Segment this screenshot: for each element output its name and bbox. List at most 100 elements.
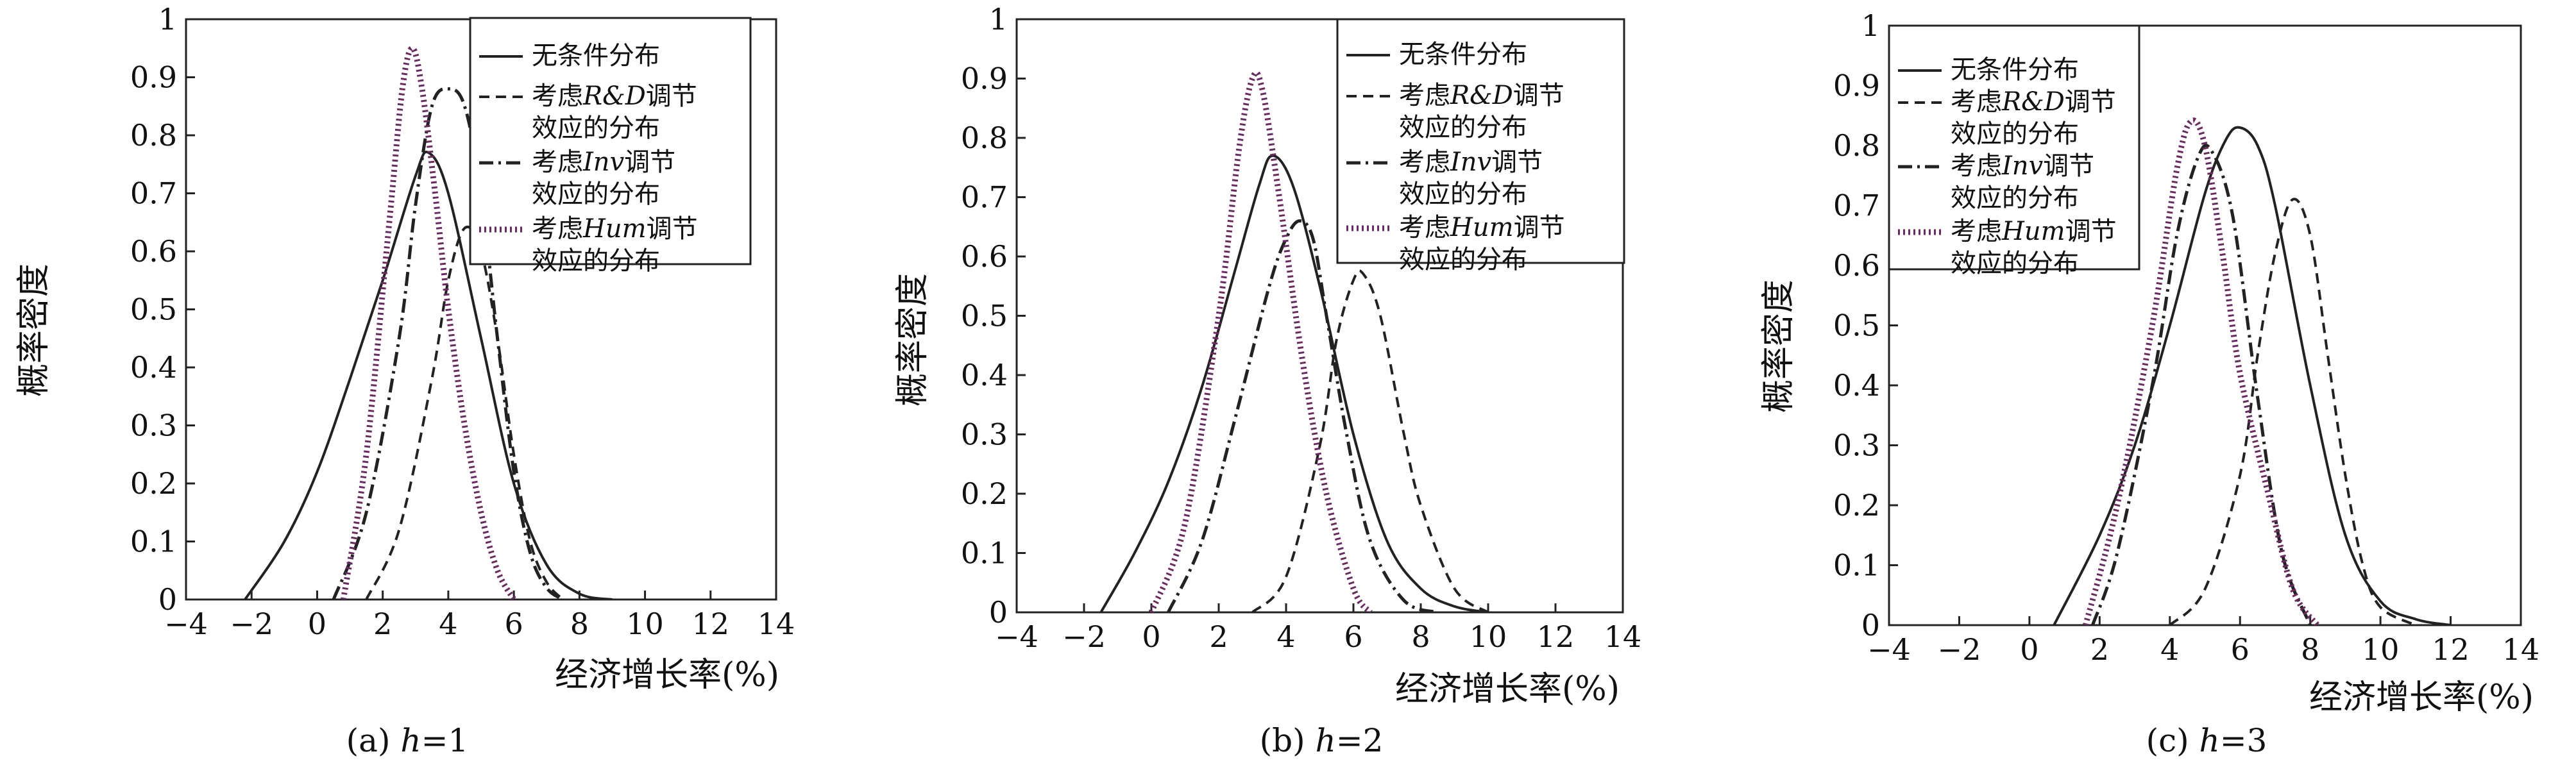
caption-prefix: (b) xyxy=(1260,722,1316,759)
y-tick-label: 0.4 xyxy=(130,350,177,385)
series-line-3 xyxy=(332,87,564,600)
chart-panel-c: 概率密度 经济增长率(%) (c) h=3 0 0.1 0.2 0.3 0.4 0.5 0.… xyxy=(1759,8,2539,759)
x-tick-label: 12 xyxy=(2432,632,2470,667)
legend-label-var: R&D xyxy=(582,81,646,111)
legend-label: 考虑Hum调节 xyxy=(1951,217,2117,246)
legend-label-part: 调节 xyxy=(647,214,698,244)
y-tick-label: 0.8 xyxy=(130,118,177,153)
legend-label-var: R&D xyxy=(1450,81,1513,110)
y-tick-label: 0.9 xyxy=(130,60,177,95)
x-axis-title: 经济增长率(%) xyxy=(555,656,779,694)
legend-label: 无条件分布 xyxy=(1951,55,2079,85)
y-tick-label: 0.6 xyxy=(961,239,1008,274)
x-tick-label: 2 xyxy=(373,607,392,641)
legend-label-line2: 效应的分布 xyxy=(532,113,660,143)
legend: 无条件分布考虑R&D调节效应的分布考虑Inv调节效应的分布考虑Hum调节效应的分… xyxy=(469,17,752,276)
series-line-2 xyxy=(2169,197,2416,625)
legend-label-part: 考虑 xyxy=(532,81,583,111)
y-tick-label: 0.2 xyxy=(961,476,1008,511)
x-tick-label: 14 xyxy=(2502,632,2540,667)
legend-frame xyxy=(1336,18,1625,264)
series-line-1 xyxy=(2053,126,2451,625)
legend-frame xyxy=(469,17,752,265)
x-tick-label: −2 xyxy=(1062,619,1106,654)
y-axis-title: 概率密度 xyxy=(15,264,53,397)
y-tick-label: 1 xyxy=(1861,8,1880,43)
legend-label-part: 考虑 xyxy=(1399,81,1450,110)
series-line-2 xyxy=(365,226,564,600)
legend-label: 考虑Inv调节 xyxy=(532,147,675,177)
legend-label-part: 考虑 xyxy=(532,214,583,244)
legend-label-var: Hum xyxy=(582,214,647,244)
x-tick-label: 6 xyxy=(2231,632,2250,667)
legend-label-line2: 效应的分布 xyxy=(532,246,660,276)
x-tick-label: −4 xyxy=(164,607,208,641)
y-tick-label: 0.3 xyxy=(130,408,177,443)
y-tick-label: 1 xyxy=(989,2,1008,37)
y-tick-label: 0.4 xyxy=(961,358,1008,392)
y-tick-label: 0.3 xyxy=(1833,428,1880,463)
y-tick-label: 0.8 xyxy=(961,121,1008,155)
legend-label: 考虑Inv调节 xyxy=(1951,151,2094,181)
x-tick-label: 10 xyxy=(2362,632,2400,667)
panel-caption: (b) h=2 xyxy=(1260,722,1384,759)
x-tick-label: 6 xyxy=(1344,619,1362,654)
legend-label-line2: 效应的分布 xyxy=(1399,245,1527,274)
y-tick-label: 0.9 xyxy=(1833,69,1880,103)
y-tick-label: 0.5 xyxy=(130,292,177,327)
caption-variable: h xyxy=(2199,722,2220,759)
x-tick-label: 10 xyxy=(1470,619,1507,654)
legend-label: 考虑Hum调节 xyxy=(1399,213,1565,242)
x-tick-label: −4 xyxy=(995,619,1038,654)
legend-label-part: 调节 xyxy=(646,81,697,111)
legend-label-part: 考虑 xyxy=(1399,147,1450,177)
x-tick-label: 14 xyxy=(1604,619,1642,654)
series-group xyxy=(1099,69,1489,612)
x-tick-label: −4 xyxy=(1867,632,1911,667)
legend-label-part: 考虑 xyxy=(532,147,583,177)
x-tick-label: 8 xyxy=(1411,619,1430,654)
legend-label-line2: 效应的分布 xyxy=(1951,249,2079,278)
y-tick-label: 0.5 xyxy=(1833,308,1880,343)
y-tick-label: 0.6 xyxy=(130,234,177,269)
series-line-4 xyxy=(1148,69,1373,612)
legend-label-part: 考虑 xyxy=(1951,87,2002,117)
x-axis-title: 经济增长率(%) xyxy=(1395,670,1620,709)
legend-label-line2: 效应的分布 xyxy=(1951,119,2079,149)
caption-prefix: (a) xyxy=(346,722,401,759)
legend-label-part: 考虑 xyxy=(1951,217,2002,246)
y-axis-title: 概率密度 xyxy=(894,273,932,407)
x-tick-label: 12 xyxy=(692,607,730,641)
legend-label-line2: 效应的分布 xyxy=(532,180,660,209)
legend-label-part: 调节 xyxy=(2065,217,2117,246)
x-tick-label: 0 xyxy=(1142,619,1160,654)
x-tick-label: 10 xyxy=(626,607,664,641)
legend-label-part: 调节 xyxy=(2065,87,2116,117)
legend-label-part: 调节 xyxy=(1514,213,1565,242)
y-tick-label: 0.1 xyxy=(961,536,1008,571)
y-tick-label: 0.8 xyxy=(1833,128,1880,163)
x-tick-label: 14 xyxy=(758,607,795,641)
series-group xyxy=(244,45,613,600)
legend: 无条件分布考虑R&D调节效应的分布考虑Inv调节效应的分布考虑Hum调节效应的分… xyxy=(1336,18,1625,274)
x-axis-title: 经济增长率(%) xyxy=(2309,678,2534,717)
series-line-4 xyxy=(340,45,517,600)
legend-label-part: 考虑 xyxy=(1399,213,1450,242)
legend-label: 无条件分布 xyxy=(1399,40,1527,69)
y-tick-label: 0.7 xyxy=(1833,189,1880,223)
x-tick-label: 0 xyxy=(308,607,326,641)
legend-label-part: 调节 xyxy=(2043,151,2094,181)
y-tick-label: 0.2 xyxy=(1833,488,1880,523)
x-tick-label: 2 xyxy=(1209,619,1228,654)
x-tick-label: −2 xyxy=(1938,632,1981,667)
series-line-1 xyxy=(1099,154,1489,612)
legend-label-var: R&D xyxy=(2001,87,2065,117)
x-tick-label: 4 xyxy=(1276,619,1295,654)
legend-label: 考虑R&D调节 xyxy=(532,81,697,111)
x-tick-label: 0 xyxy=(2020,632,2038,667)
legend-label: 无条件分布 xyxy=(532,41,660,71)
legend-label-part: 考虑 xyxy=(1951,151,2002,181)
y-axis-title: 概率密度 xyxy=(1759,280,1798,413)
x-tick-label: 8 xyxy=(2301,632,2319,667)
